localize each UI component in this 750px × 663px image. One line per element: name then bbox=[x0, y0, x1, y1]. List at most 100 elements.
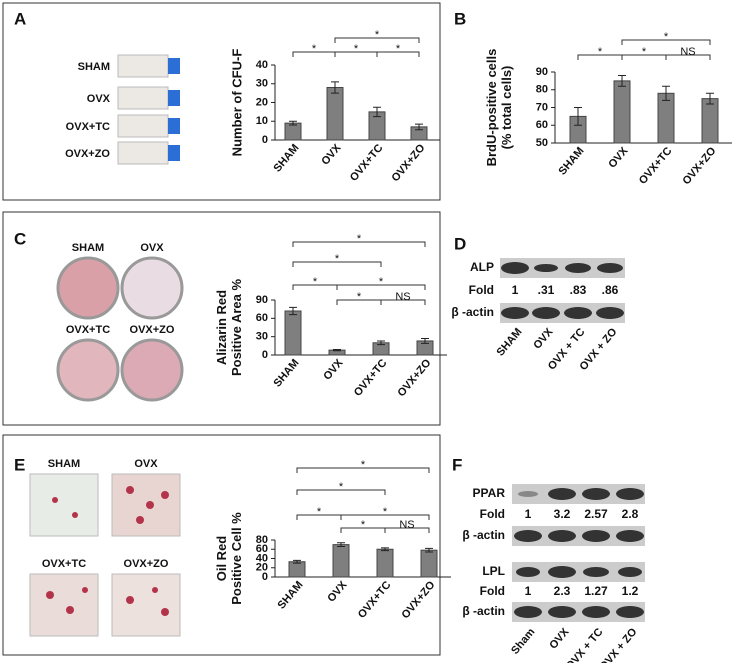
sample-label: OVX+ZO bbox=[65, 148, 110, 160]
sample-label: OVX+TC bbox=[66, 324, 110, 336]
x-tick-label: SHAM bbox=[276, 579, 306, 612]
y-axis-label: Oil Red bbox=[214, 536, 229, 582]
significance-label: * bbox=[357, 233, 362, 245]
x-tick-label: OVX+TC bbox=[348, 142, 386, 184]
sample-label: OVX+ZO bbox=[130, 324, 175, 336]
x-tick-label: OVX bbox=[606, 145, 631, 171]
error-bar bbox=[333, 349, 341, 352]
y-tick-label: 90 bbox=[256, 294, 268, 306]
blot-row-label: β -actin bbox=[462, 604, 505, 618]
bar bbox=[288, 561, 306, 578]
significance-label: * bbox=[396, 43, 401, 55]
panel-letter: C bbox=[14, 229, 26, 248]
x-tick-label: OVX+TC bbox=[637, 145, 675, 187]
lane-label: OVX + TC bbox=[564, 626, 606, 663]
significance-label: * bbox=[664, 31, 669, 43]
y-tick-label: 60 bbox=[256, 543, 268, 555]
x-tick-label: OVX+TC bbox=[352, 357, 390, 399]
sample-label: OVX bbox=[87, 93, 111, 105]
x-tick-label: OVX bbox=[321, 357, 346, 383]
x-tick-label: OVX bbox=[319, 142, 344, 168]
bar bbox=[420, 549, 438, 578]
significance-bracket bbox=[292, 261, 382, 267]
sample-label: OVX bbox=[140, 242, 164, 254]
error-bar bbox=[377, 340, 385, 346]
y-axis-label: Positive Cell % bbox=[229, 512, 244, 605]
y-axis-label: BrdU-positive cells bbox=[484, 49, 499, 167]
fold-value: 1 bbox=[525, 584, 532, 598]
blot-row-label: β -actin bbox=[451, 305, 494, 319]
panel-frame bbox=[2, 434, 441, 656]
fold-value: 2.3 bbox=[554, 584, 571, 598]
significance-label: NS bbox=[395, 291, 410, 303]
error-bar bbox=[421, 338, 429, 344]
significance-label: * bbox=[312, 43, 317, 55]
bar bbox=[701, 98, 719, 144]
error-bar bbox=[293, 559, 301, 564]
fold-value: 2.8 bbox=[622, 507, 639, 521]
error-bar bbox=[331, 81, 339, 94]
bar bbox=[284, 310, 302, 356]
y-tick-label: 60 bbox=[536, 119, 548, 131]
significance-label: * bbox=[335, 253, 340, 265]
blot-row-label: Fold bbox=[480, 584, 505, 598]
y-tick-label: 70 bbox=[536, 101, 548, 113]
sample-label: SHAM bbox=[78, 61, 110, 73]
significance-label: * bbox=[317, 506, 322, 518]
error-bar bbox=[289, 120, 297, 126]
significance-label: * bbox=[339, 481, 344, 493]
fold-value: 1 bbox=[525, 507, 532, 521]
y-axis-label: Alizarin Red bbox=[214, 290, 229, 365]
fold-value: 1.27 bbox=[584, 584, 608, 598]
lane-label: SHAM bbox=[495, 326, 525, 359]
panel-letter: D bbox=[454, 234, 466, 253]
sample-label: OVX+TC bbox=[66, 121, 110, 133]
y-axis-label: Positive Area % bbox=[229, 279, 244, 377]
y-axis-label: Number of CFU-F bbox=[229, 49, 244, 157]
bar bbox=[613, 80, 631, 144]
y-axis-label: (% total cells) bbox=[499, 66, 514, 150]
significance-label: * bbox=[357, 291, 362, 303]
error-bar bbox=[289, 306, 297, 316]
fold-value: .86 bbox=[602, 283, 619, 297]
significance-label: NS bbox=[680, 46, 695, 58]
y-tick-label: 60 bbox=[256, 312, 268, 324]
panel-letter: E bbox=[14, 455, 25, 474]
x-tick-label: OVX bbox=[325, 579, 350, 605]
blot-row-label: Fold bbox=[480, 507, 505, 521]
panel-letter: F bbox=[452, 455, 462, 474]
panel-letter: B bbox=[454, 9, 466, 28]
lane-label: OVX + ZO bbox=[598, 626, 640, 663]
sample-label: SHAM bbox=[48, 458, 80, 470]
fold-value: .31 bbox=[538, 283, 555, 297]
blot bbox=[512, 484, 645, 622]
significance-label: * bbox=[642, 46, 647, 58]
flasks bbox=[117, 54, 180, 165]
fold-value: .83 bbox=[570, 283, 587, 297]
panel-frame bbox=[2, 211, 441, 426]
x-tick-label: OVX+ZO bbox=[399, 579, 437, 621]
significance-bracket bbox=[334, 37, 420, 43]
error-bar bbox=[618, 75, 626, 87]
sample-label: OVX+TC bbox=[42, 558, 86, 570]
x-tick-label: OVX+ZO bbox=[680, 145, 718, 187]
bar bbox=[284, 122, 302, 141]
significance-bracket bbox=[296, 489, 386, 495]
y-tick-label: 40 bbox=[256, 59, 268, 71]
lane-label: Sham bbox=[509, 626, 538, 657]
y-tick-label: 80 bbox=[256, 534, 268, 546]
bar bbox=[376, 548, 394, 578]
error-bar bbox=[337, 542, 345, 547]
significance-label: * bbox=[379, 276, 384, 288]
panel-letter: A bbox=[14, 9, 26, 28]
bar bbox=[326, 87, 344, 141]
significance-bracket bbox=[336, 284, 426, 290]
y-tick-label: 90 bbox=[536, 66, 548, 78]
x-tick-label: SHAM bbox=[272, 357, 302, 390]
lane-label: OVX bbox=[547, 626, 572, 652]
x-tick-label: SHAM bbox=[272, 142, 302, 175]
fold-value: 1 bbox=[512, 283, 519, 297]
significance-bracket bbox=[296, 467, 430, 473]
sample-label: OVX+ZO bbox=[124, 558, 169, 570]
y-tick-label: 50 bbox=[536, 137, 548, 149]
